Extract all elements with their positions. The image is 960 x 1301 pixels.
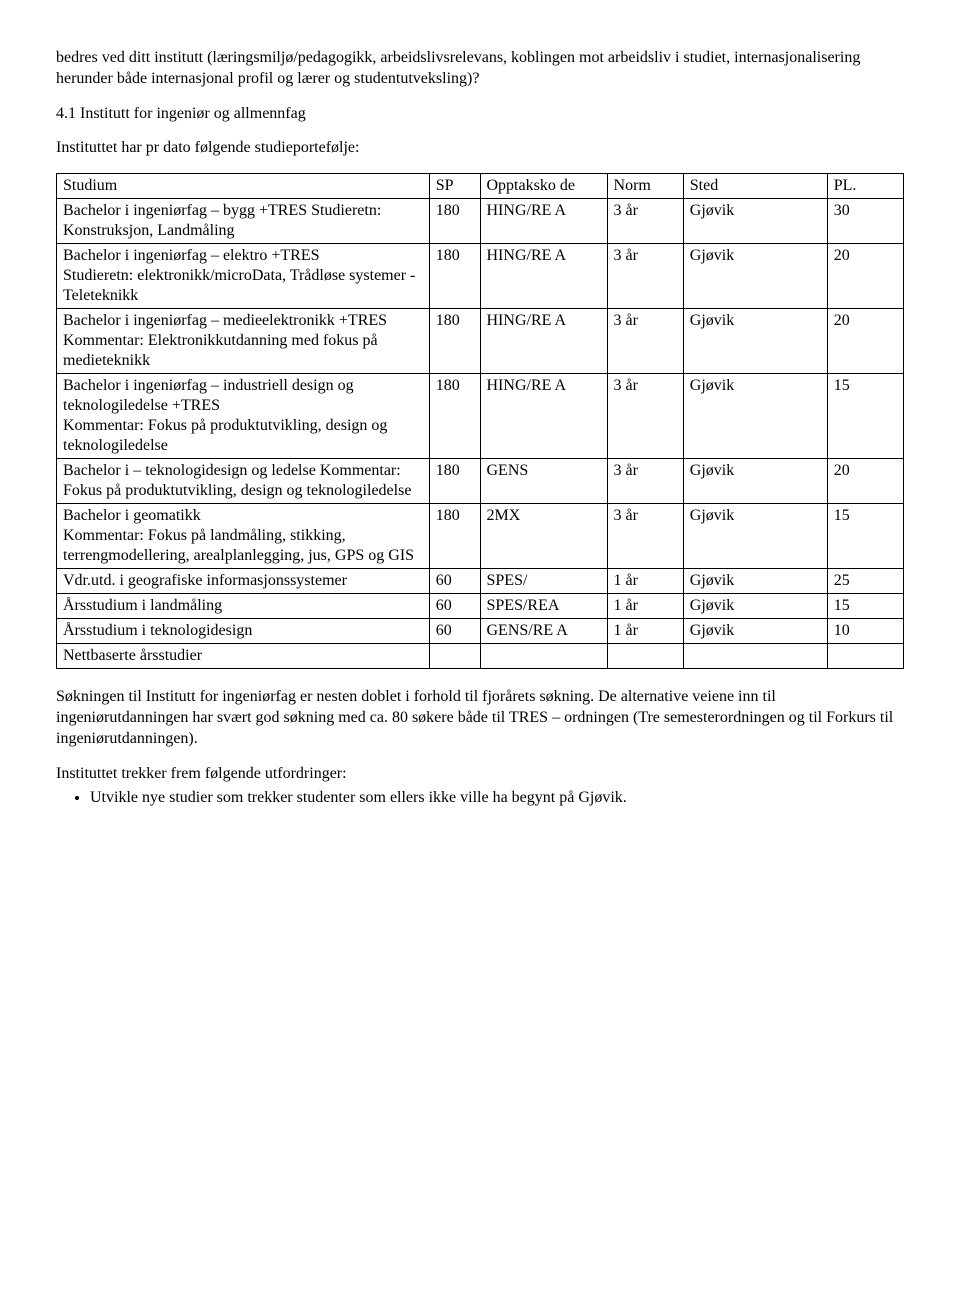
table-cell: 3 år (607, 199, 683, 244)
table-cell: 180 (429, 199, 480, 244)
list-item: Utvikle nye studier som trekker studente… (90, 788, 904, 809)
table-cell: Bachelor i ingeniørfag – elektro +TRESSt… (57, 244, 430, 309)
table-cell (607, 644, 683, 669)
table-cell: 180 (429, 459, 480, 504)
table-cell: Gjøvik (683, 199, 827, 244)
table-cell: 3 år (607, 374, 683, 459)
table-cell: Gjøvik (683, 504, 827, 569)
table-cell: Gjøvik (683, 459, 827, 504)
table-cell: SPES/ (480, 569, 607, 594)
table-cell: 3 år (607, 504, 683, 569)
table-cell: 180 (429, 244, 480, 309)
table-row: Nettbaserte årsstudier (57, 644, 904, 669)
table-cell: GENS (480, 459, 607, 504)
table-row: Bachelor i ingeniørfag – elektro +TRESSt… (57, 244, 904, 309)
table-header-cell: Sted (683, 174, 827, 199)
table-cell: Gjøvik (683, 244, 827, 309)
table-cell: 20 (827, 309, 903, 374)
table-cell (480, 644, 607, 669)
after-table-paragraph: Søkningen til Institutt for ingeniørfag … (56, 687, 904, 749)
table-row: Bachelor i ingeniørfag – medieelektronik… (57, 309, 904, 374)
table-cell: 60 (429, 594, 480, 619)
table-cell: 1 år (607, 594, 683, 619)
table-cell: Bachelor i geomatikkKommentar: Fokus på … (57, 504, 430, 569)
table-cell: HING/RE A (480, 244, 607, 309)
table-header-cell: Studium (57, 174, 430, 199)
table-cell: 3 år (607, 244, 683, 309)
table-cell (683, 644, 827, 669)
table-row: Årsstudium i teknologidesign60GENS/RE A1… (57, 619, 904, 644)
table-cell: 3 år (607, 309, 683, 374)
portfolio-intro: Instituttet har pr dato følgende studiep… (56, 138, 904, 159)
table-header-row: StudiumSPOpptaksko deNormStedPL. (57, 174, 904, 199)
table-cell: 20 (827, 459, 903, 504)
table-cell: Årsstudium i landmåling (57, 594, 430, 619)
table-cell: 10 (827, 619, 903, 644)
table-cell: 1 år (607, 619, 683, 644)
table-cell (429, 644, 480, 669)
table-cell: 60 (429, 619, 480, 644)
table-cell: 60 (429, 569, 480, 594)
table-cell: Gjøvik (683, 374, 827, 459)
table-cell: 1 år (607, 569, 683, 594)
table-cell: Nettbaserte årsstudier (57, 644, 430, 669)
table-cell: 15 (827, 504, 903, 569)
table-row: Bachelor i geomatikkKommentar: Fokus på … (57, 504, 904, 569)
table-cell: 180 (429, 374, 480, 459)
table-cell: 3 år (607, 459, 683, 504)
table-cell: Bachelor i ingeniørfag – medieelektronik… (57, 309, 430, 374)
table-cell: HING/RE A (480, 199, 607, 244)
table-cell: 30 (827, 199, 903, 244)
table-cell: Gjøvik (683, 569, 827, 594)
table-cell: 15 (827, 374, 903, 459)
table-row: Bachelor i ingeniørfag – bygg +TRES Stud… (57, 199, 904, 244)
section-heading: 4.1 Institutt for ingeniør og allmennfag (56, 104, 904, 125)
table-cell: GENS/RE A (480, 619, 607, 644)
table-cell: Bachelor i ingeniørfag – industriell des… (57, 374, 430, 459)
table-cell: Gjøvik (683, 619, 827, 644)
table-header-cell: SP (429, 174, 480, 199)
table-header-cell: PL. (827, 174, 903, 199)
table-cell: 20 (827, 244, 903, 309)
table-cell: 180 (429, 309, 480, 374)
table-header-cell: Norm (607, 174, 683, 199)
studies-table: StudiumSPOpptaksko deNormStedPL.Bachelor… (56, 173, 904, 669)
table-header-cell: Opptaksko de (480, 174, 607, 199)
table-cell: SPES/REA (480, 594, 607, 619)
table-cell: HING/RE A (480, 374, 607, 459)
table-row: Bachelor i – teknologidesign og ledelse … (57, 459, 904, 504)
table-cell: HING/RE A (480, 309, 607, 374)
table-cell: Årsstudium i teknologidesign (57, 619, 430, 644)
intro-paragraph: bedres ved ditt institutt (læringsmiljø/… (56, 48, 904, 90)
table-row: Årsstudium i landmåling60SPES/REA1 årGjø… (57, 594, 904, 619)
table-cell: Bachelor i ingeniørfag – bygg +TRES Stud… (57, 199, 430, 244)
table-cell: Vdr.utd. i geografiske informasjonssyste… (57, 569, 430, 594)
table-cell: Bachelor i – teknologidesign og ledelse … (57, 459, 430, 504)
challenges-intro: Instituttet trekker frem følgende utford… (56, 764, 904, 785)
table-cell: 15 (827, 594, 903, 619)
table-cell: 180 (429, 504, 480, 569)
challenges-list: Utvikle nye studier som trekker studente… (56, 788, 904, 809)
table-cell (827, 644, 903, 669)
table-cell: 25 (827, 569, 903, 594)
table-row: Vdr.utd. i geografiske informasjonssyste… (57, 569, 904, 594)
table-cell: Gjøvik (683, 594, 827, 619)
table-cell: 2MX (480, 504, 607, 569)
table-cell: Gjøvik (683, 309, 827, 374)
table-row: Bachelor i ingeniørfag – industriell des… (57, 374, 904, 459)
